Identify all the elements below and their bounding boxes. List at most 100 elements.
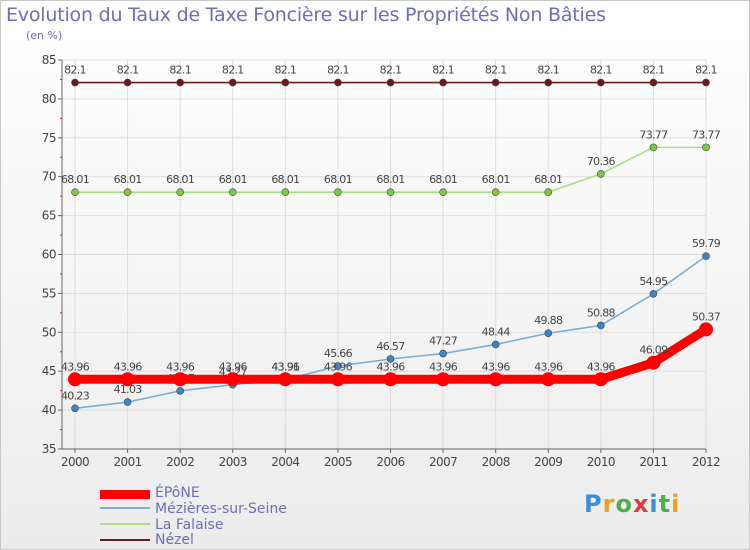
data-label: 43.96 [219,360,248,373]
data-label: 47.27 [429,335,458,348]
data-label: 68.01 [482,173,510,186]
data-label: 43.96 [271,360,300,373]
data-label: 43.96 [429,360,458,373]
x-tick-label: 2006 [376,455,404,469]
data-point [123,78,132,87]
x-tick-label: 2002 [166,455,194,469]
data-label: 43.96 [534,360,563,373]
data-label: 68.01 [429,173,457,186]
data-point [228,188,237,196]
data-label: 46.09 [639,344,668,357]
y-tick-label: 50 [42,325,56,339]
data-label: 82.1 [485,64,507,77]
y-tick-label: 45 [42,364,56,378]
data-point [646,355,661,370]
data-label: 82.1 [169,64,191,77]
data-point [491,340,500,349]
data-label: 82.1 [643,64,665,77]
y-tick-label: 40 [42,403,56,417]
data-point [544,188,553,196]
data-point [330,372,345,387]
x-tick-label: 2009 [534,455,562,469]
data-point [597,78,605,87]
data-label: 68.01 [271,173,299,186]
data-label: 43.96 [324,360,353,373]
y-tick-label: 35 [42,442,56,456]
series-m-zi-res-sur-seine: 40.2341.0342.4743.2743.9145.6646.5747.27… [61,237,721,413]
x-tick-label: 2001 [114,455,142,469]
y-tick-label: 80 [42,92,56,106]
data-point [436,372,451,387]
data-label: 82.1 [695,64,717,77]
x-tick-label: 2010 [587,455,615,469]
data-point [68,372,82,387]
data-point [491,78,500,87]
x-tick-label: 2008 [482,455,510,469]
data-label: 43.91 [271,361,299,374]
data-point [597,170,605,178]
y-tick-label: 60 [42,248,56,262]
data-point [173,372,188,387]
data-point [176,188,184,196]
data-point [71,404,79,413]
data-label: 73.77 [692,128,721,141]
data-point [71,188,79,196]
data-label: 82.1 [590,64,612,77]
legend-label-mezieres: Mézières-sur-Seine [155,501,287,517]
data-point [334,188,342,196]
data-label: 68.01 [534,173,562,186]
logo-letter: o [615,490,633,518]
y-tick-label: 65 [42,209,56,223]
data-label: 82.1 [64,64,86,77]
logo-letter: i [649,490,659,518]
x-tick-label: 2004 [271,455,299,469]
data-label: 82.1 [432,64,454,77]
legend-swatch-la-falaise [100,523,150,525]
data-label: 43.96 [377,360,406,373]
data-label: 43.96 [166,360,195,373]
data-label: 68.01 [377,173,405,186]
data-point [649,78,658,87]
data-label: 68.01 [324,173,352,186]
y-tick-label: 85 [42,53,56,67]
data-label: 82.1 [117,64,139,77]
data-point [439,188,447,196]
data-point [176,387,184,395]
data-label: 45.66 [324,347,353,360]
data-point [123,398,132,406]
data-point [281,188,290,196]
logo-letter: r [602,490,616,518]
chart-subtitle: (en %) [26,29,63,42]
data-point [278,372,293,387]
data-label: 49.88 [534,314,563,327]
data-point [386,188,395,196]
data-point [702,252,710,260]
data-point [488,372,503,387]
data-label: 68.01 [61,173,89,186]
x-tick-label: 2012 [692,455,720,469]
legend-swatch-mezieres [100,507,150,509]
data-point [386,355,395,363]
series-la-falaise: 68.01 68.01 68.01 68.01 68.01 68.01 68.01 68.01… [61,128,721,196]
data-point [491,188,500,196]
legend-label-nezel: Nézel [155,532,194,548]
data-label: 41.03 [114,383,143,396]
chart-title: Evolution du Taux de Taxe Foncière sur l… [6,4,606,26]
data-point [593,372,608,387]
data-label: 82.1 [274,64,296,77]
data-label: 50.37 [692,310,721,323]
data-point [541,372,556,387]
x-tick-label: 2011 [639,455,667,469]
x-tick-label: 2003 [219,455,247,469]
grid [62,59,707,450]
data-label: 43.96 [114,360,143,373]
data-point [544,329,553,338]
data-label: 68.01 [219,173,247,186]
data-point [597,321,605,330]
data-point [225,372,240,387]
data-point [386,78,395,87]
data-point [649,289,658,298]
data-point [699,322,713,337]
data-label: 43.96 [587,360,616,373]
data-point [281,78,290,87]
